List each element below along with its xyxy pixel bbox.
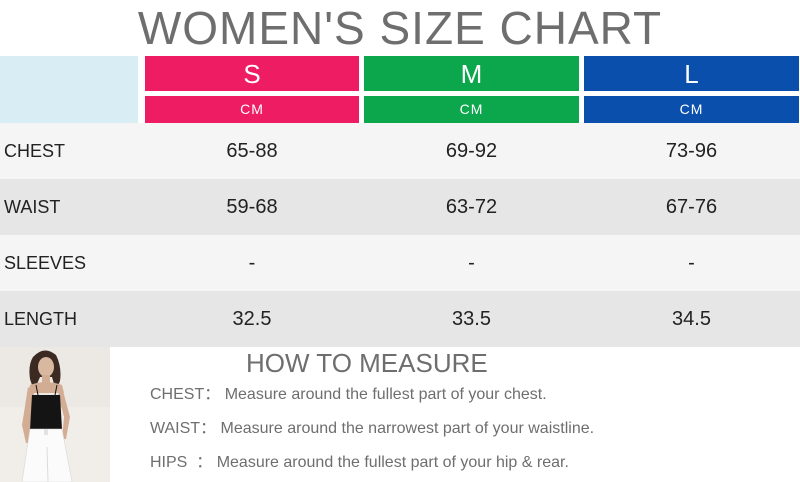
row-label-length: LENGTH (4, 309, 78, 329)
unit-header-l: CM (584, 96, 799, 123)
measure-text-chest: Measure around the fullest part of your … (224, 386, 547, 403)
measure-key-waist: WAIST： (150, 420, 217, 437)
measure-key-hips: HIPS ： (150, 454, 213, 471)
row-label-waist: WAIST (4, 197, 61, 217)
cell-length-m: 33.5 (452, 308, 491, 330)
table-row-waist: WAIST 59-68 63-72 67-76 (0, 179, 800, 235)
measure-line-chest: CHEST： Measure around the fullest part o… (150, 385, 547, 405)
cell-sleeves-m: - (468, 252, 475, 274)
row-label-sleeves: SLEEVES (4, 253, 87, 273)
cell-chest-m: 69-92 (445, 140, 498, 162)
row-label-chest: CHEST (4, 141, 66, 161)
cell-chest-l: 73-96 (665, 140, 718, 162)
cell-length-s: 32.5 (232, 308, 272, 330)
measure-text-waist: Measure around the narrowest part of you… (220, 420, 595, 437)
unit-header-s: CM (145, 96, 359, 123)
how-to-measure-title: HOW TO MEASURE (246, 348, 488, 378)
cell-waist-s: 59-68 (226, 196, 278, 218)
size-header-m: M (364, 56, 579, 91)
unit-header-m: CM (364, 96, 579, 123)
header-corner-cell (0, 56, 138, 123)
cell-waist-m: 63-72 (445, 196, 498, 218)
size-header-l: L (584, 56, 799, 91)
table-row-length: LENGTH 32.5 33.5 34.5 (0, 291, 800, 347)
cell-sleeves-l: - (688, 252, 695, 274)
model-photo-illustration (0, 347, 110, 482)
measure-line-waist: WAIST： Measure around the narrowest part… (150, 419, 594, 439)
measure-line-hips: HIPS ： Measure around the fullest part o… (150, 453, 569, 473)
model-photo (0, 347, 110, 482)
cell-sleeves-s: - (248, 252, 256, 274)
table-row-sleeves: SLEEVES - - - (0, 235, 800, 291)
cell-waist-l: 67-76 (665, 196, 718, 218)
chart-title: WOMEN'S SIZE CHART (137, 2, 663, 54)
size-header-s: S (145, 56, 359, 91)
measure-text-hips: Measure around the fullest part of your … (216, 454, 569, 471)
cell-chest-s: 65-88 (226, 140, 278, 162)
measure-key-chest: CHEST： (150, 386, 221, 403)
table-row-chest: CHEST 65-88 69-92 73-96 (0, 123, 800, 179)
cell-length-l: 34.5 (672, 308, 711, 330)
